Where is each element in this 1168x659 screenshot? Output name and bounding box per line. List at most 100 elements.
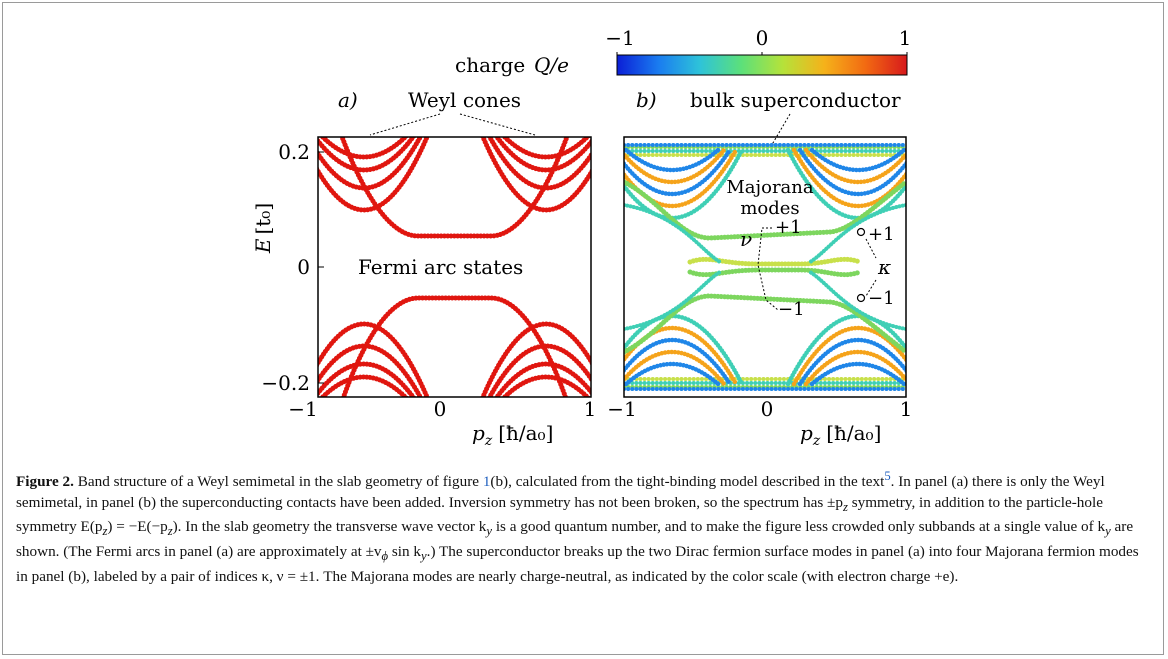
panel-b-xtick-min: −1 (607, 397, 636, 421)
panel-b-xlabel: pz [ħ/a₀] (800, 421, 881, 449)
band-weyl-cone-upper (487, 137, 591, 191)
caption-sub: ϕ (381, 548, 389, 563)
panel-b-nu-label: ν (740, 227, 752, 251)
band-cone-lower (624, 361, 721, 387)
band-cone-lower (624, 325, 739, 387)
band-weyl-cone-lower (487, 343, 591, 397)
colorbar-tick-min: −1 (605, 26, 634, 50)
band-cone-upper (624, 147, 721, 173)
band-weyl-cone-lower (318, 321, 430, 397)
colorbar-label: charge (455, 53, 525, 77)
band-cone-lower (809, 361, 906, 387)
panel-a-annotation-weyl-cones: Weyl cones (408, 88, 521, 112)
panel-b-kappa-minus-one: −1 (868, 288, 895, 309)
kappa-plus-marker (856, 227, 866, 237)
caption-text: . In panel (a) there is only the Weyl se… (16, 473, 1105, 511)
band-weyl-cone-upper (318, 137, 416, 173)
caption-sub: y (1105, 524, 1111, 539)
panel-a-fermi-arc-label: Fermi arc states (358, 255, 523, 279)
panel-a-xtick-max: 1 (584, 397, 597, 421)
panel-b-nu-minus-one: −1 (778, 299, 805, 320)
band-weyl-cone-upper (319, 137, 409, 160)
panel-a-xlabel: pz [ħ/a₀] (472, 421, 553, 449)
band-cone-upper (624, 147, 733, 197)
panel-b-majorana-label-2: modes (740, 198, 799, 219)
band-weyl-cone-upper (318, 137, 430, 213)
caption-text: ). In the slab geometry the transverse w… (172, 518, 487, 536)
panel-a-ytick-top: 0.2 (278, 140, 310, 164)
caption-text: is a good quantum number, and to make th… (492, 518, 1106, 536)
band-cone-upper (624, 147, 727, 185)
caption-sub: z (102, 524, 108, 539)
panel-b-axes-box (623, 136, 907, 398)
caption-text: .) The superconductor breaks up the two … (16, 542, 1139, 585)
panel-b-xtick-max: 1 (900, 397, 913, 421)
caption-text: (b), calculated from the tight-binding m… (490, 473, 885, 491)
panel-b-kappa-plus-one: +1 (868, 224, 895, 245)
panel-a-ytick-bottom: −0.2 (261, 371, 310, 395)
caption-text: Band structure of a Weyl semimetal in th… (73, 473, 483, 491)
colorbar: charge Q/e −1 0 1 (455, 26, 911, 77)
band-cone-upper (809, 147, 906, 173)
panel-a-ylabel-var: E (251, 238, 275, 254)
band-cone-lower (624, 337, 733, 387)
colorbar-tick-zero: 0 (756, 26, 769, 50)
figure-graphic: charge Q/e −1 0 1 a) Weyl cones Fermi ar… (251, 26, 913, 449)
band-majorana-inner-upper (687, 256, 863, 267)
band-weyl-cone-upper (494, 137, 591, 173)
panel-a-label: a) (338, 88, 358, 112)
colorbar-label-var: Q/e (534, 53, 569, 77)
band-weyl-cone-lower (319, 374, 409, 397)
band-cone-lower (803, 349, 906, 387)
band-weyl-cone-upper (480, 137, 591, 213)
panel-a: a) Weyl cones Fermi arc states 0.2 0 −0.… (251, 88, 597, 449)
band-cone-upper (624, 147, 739, 209)
panel-a-ylabel-unit: [t₀] (251, 203, 275, 235)
caption-sub: y (486, 524, 493, 539)
nu-pointer (757, 227, 779, 311)
panel-b-bands (624, 143, 906, 391)
panel-a-ylabel: E [t₀] (251, 203, 275, 254)
caption-sub: z (167, 524, 173, 539)
band-majorana-plus (624, 179, 906, 241)
svg-text:E[t₀]: E [t₀] (251, 203, 275, 254)
colorbar-tick-max: 1 (899, 26, 912, 50)
band-cone-lower (791, 325, 906, 387)
band-majorana-inner-lower (687, 267, 863, 278)
weyl-cone-pointer-left (369, 113, 441, 136)
band-cone-upper (791, 147, 906, 209)
caption-figure-label: Figure 2. (16, 473, 74, 491)
figure-caption: Figure 2. Band structure of a Weyl semim… (16, 466, 1152, 587)
band-majorana-side (808, 203, 906, 264)
panel-b: b) bulk superconductor Majorana modes ν … (607, 88, 913, 449)
caption-ref-footnote-5[interactable]: 5 (884, 469, 891, 483)
band-majorana-side (624, 203, 722, 264)
caption-text: ) = −E(−p (107, 518, 168, 536)
panel-b-majorana-label-1: Majorana (726, 177, 814, 198)
band-cone-lower (797, 337, 906, 387)
panel-a-xtick-zero: 0 (434, 397, 447, 421)
band-weyl-cone-lower (480, 321, 591, 397)
band-majorana-minus (624, 293, 906, 355)
band-cone-lower (624, 349, 727, 387)
panel-b-nu-plus-one: +1 (775, 217, 802, 238)
caption-text: sin k (388, 542, 422, 560)
bulk-pointer (769, 113, 791, 149)
panel-a-xtick-min: −1 (288, 397, 317, 421)
weyl-cone-pointer-right (459, 113, 536, 136)
colorbar-bar (616, 54, 908, 76)
kappa-minus-marker (856, 293, 866, 303)
caption-ref-figure-1[interactable]: 1 (482, 473, 491, 491)
band-cone-upper (803, 147, 906, 185)
band-majorana-side (624, 270, 722, 331)
panel-b-kappa-label: κ (877, 255, 891, 279)
kappa-pointer (865, 238, 877, 297)
panel-b-xtick-zero: 0 (761, 397, 774, 421)
panel-b-annotation-bulk: bulk superconductor (690, 88, 901, 112)
caption-text: symmetry, in addition to the particle-ho… (16, 493, 1103, 536)
panel-b-label: b) (636, 88, 657, 112)
band-weyl-cone-lower (318, 361, 416, 397)
band-weyl-cone-upper (501, 137, 591, 160)
caption-sub: z (842, 499, 848, 514)
